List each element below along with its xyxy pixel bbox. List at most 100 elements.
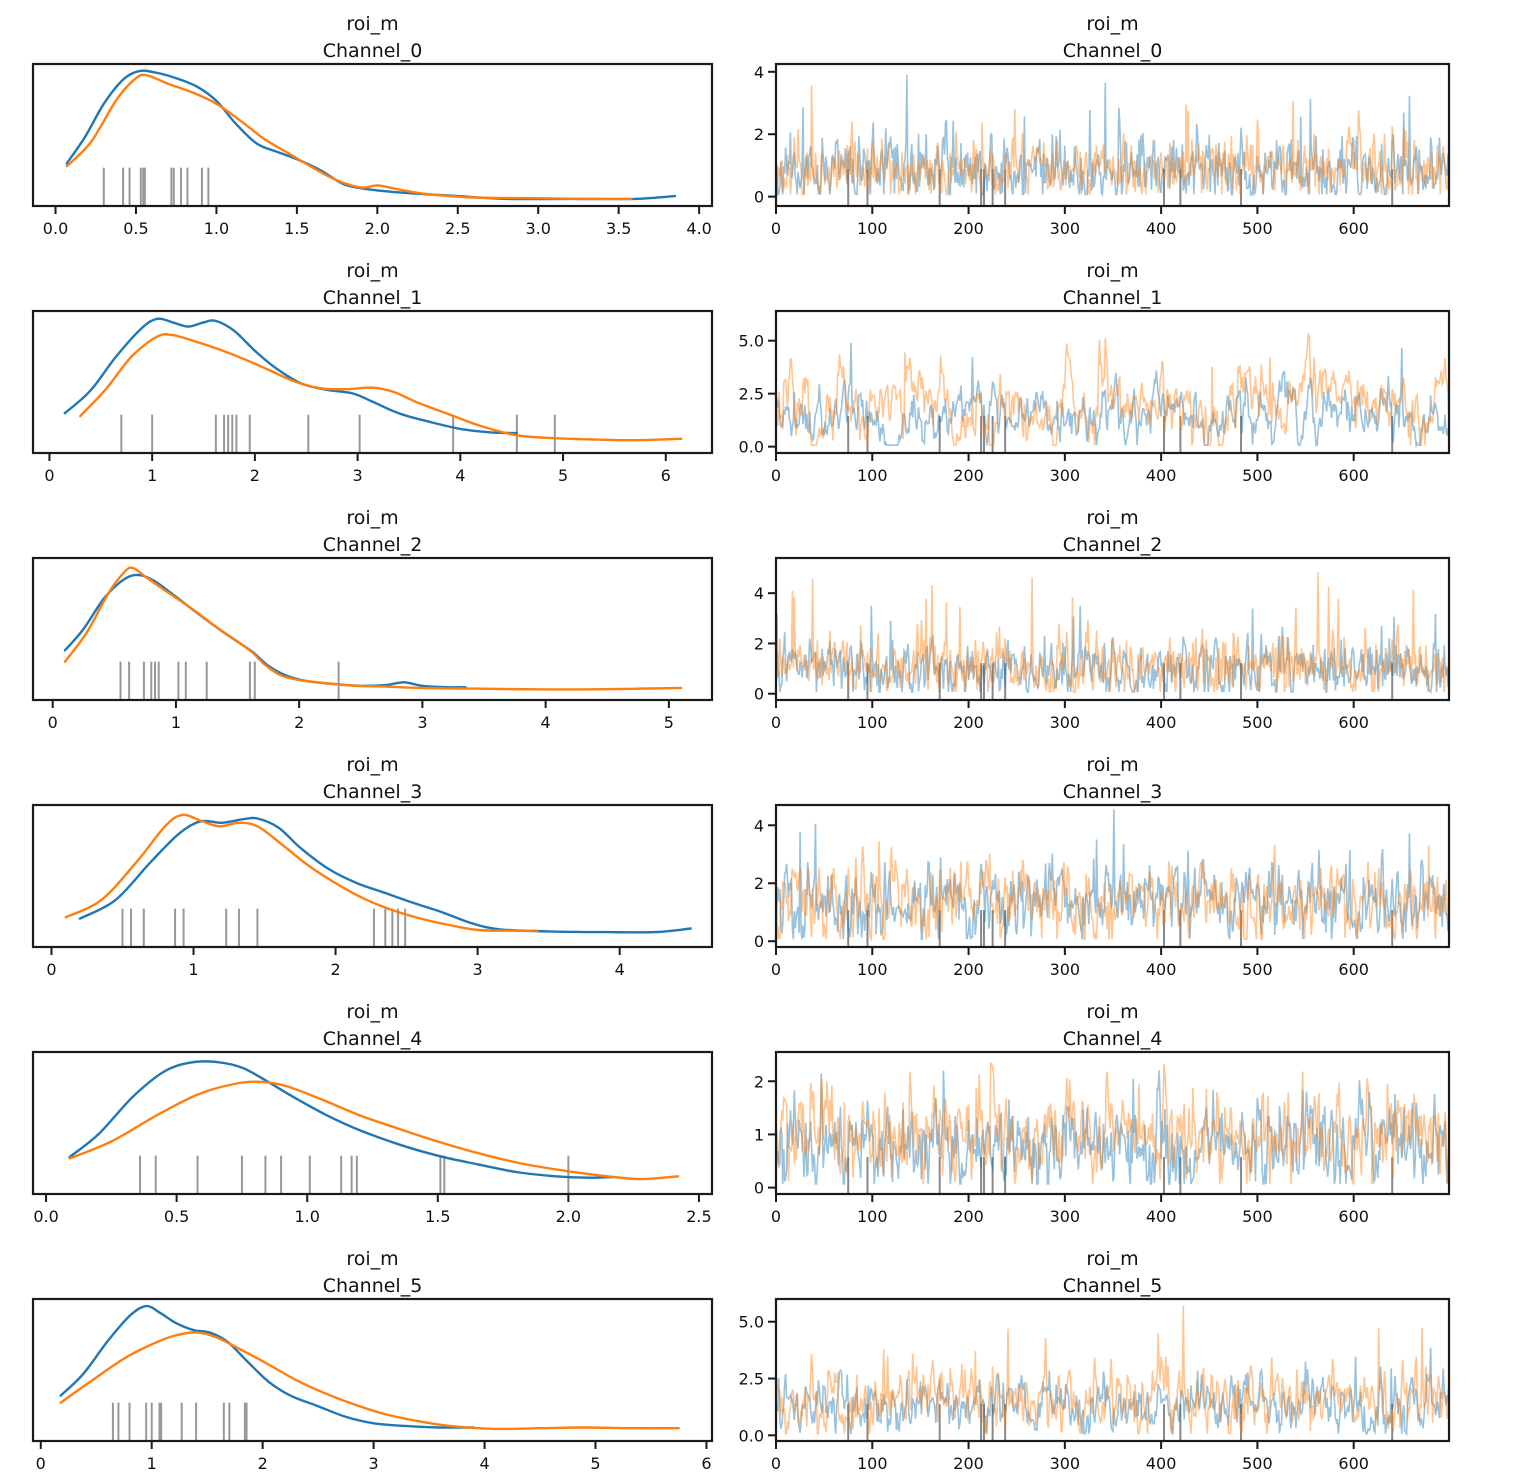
subplot-title-line2: Channel_4 [323, 1028, 423, 1050]
x-tick-label: 400 [1146, 466, 1177, 485]
plot-svg-trace-channel-0: roi_m Channel_0 0 100 200 300 400 500 600 0 2 4 [754, 13, 1451, 238]
x-tick-label: 5 [558, 466, 568, 485]
trace-orange-line [775, 1062, 1450, 1186]
x-axis-ticks: 0.0 0.5 1.0 1.5 2.0 2.5 [33, 1194, 712, 1226]
x-tick-label: 100 [857, 713, 888, 732]
x-tick-label: 200 [953, 219, 984, 238]
subplot-title-line2: Channel_2 [1063, 534, 1163, 556]
x-tick-label: 3 [417, 713, 427, 732]
y-tick-label: 4 [754, 816, 764, 835]
x-tick-label: 1.0 [294, 1207, 319, 1226]
x-tick-label: 2.0 [365, 219, 390, 238]
subplot-title-line1: roi_m [346, 507, 398, 529]
x-tick-label: 2 [250, 466, 260, 485]
y-tick-label: 0.0 [739, 1426, 764, 1445]
x-tick-label: 500 [1242, 466, 1273, 485]
plot-svg-kde-channel-2: roi_m Channel_2 0 1 2 3 4 5 [31, 507, 714, 732]
axes-spines [774, 1050, 1451, 1196]
x-tick-label: 300 [1050, 1207, 1081, 1226]
y-tick-label: 2 [754, 125, 764, 144]
plot-svg-trace-channel-4: roi_m Channel_4 0 100 200 300 400 500 600 0 1 2 [754, 1001, 1451, 1226]
axes-spines [31, 803, 714, 949]
x-tick-label: 300 [1050, 960, 1081, 979]
subplot-title-line2: Channel_2 [323, 534, 423, 556]
y-tick-label: 4 [754, 584, 764, 603]
subplot-trace-channel-1: roi_m Channel_1 0 100 200 300 400 500 600 0.0 2.5 5… [739, 247, 1514, 494]
x-tick-label: 100 [857, 1454, 888, 1473]
subplot-title-line1: roi_m [346, 260, 398, 282]
subplot-title-line1: roi_m [346, 13, 398, 35]
x-tick-label: 600 [1338, 219, 1369, 238]
x-tick-label: 100 [857, 960, 888, 979]
x-tick-label: 0 [771, 960, 781, 979]
x-tick-label: 0 [44, 466, 54, 485]
axes-spines [31, 1050, 714, 1196]
y-tick-label: 0 [754, 1179, 764, 1198]
axes-spines [31, 556, 714, 702]
subplot-title-line2: Channel_5 [1063, 1275, 1163, 1297]
subplot-trace-channel-3: roi_m Channel_3 0 100 200 300 400 500 600 0 2 4 [754, 741, 1514, 988]
event-markers [847, 663, 1394, 699]
subplot-title-line1: roi_m [1086, 1001, 1138, 1023]
x-axis-ticks: 0 100 200 300 400 500 600 [771, 700, 1369, 732]
x-tick-label: 600 [1338, 1207, 1369, 1226]
x-tick-label: 4 [541, 713, 551, 732]
x-tick-label: 3 [473, 960, 483, 979]
x-tick-label: 0 [771, 466, 781, 485]
x-tick-label: 2 [294, 713, 304, 732]
kde-blue-curve [65, 69, 677, 201]
x-tick-label: 0 [771, 713, 781, 732]
x-tick-label: 0 [46, 960, 56, 979]
subplot-kde-channel-3: roi_m Channel_3 0 1 2 3 4 [0, 741, 757, 988]
rug-marks [102, 167, 210, 205]
x-tick-label: 200 [953, 713, 984, 732]
x-tick-label: 3 [369, 1454, 379, 1473]
subplot-title-line2: Channel_1 [1063, 287, 1163, 309]
x-tick-label: 4 [479, 1454, 489, 1473]
x-tick-label: 500 [1242, 1454, 1273, 1473]
axes-spines [774, 556, 1451, 702]
x-tick-label: 0.5 [164, 1207, 189, 1226]
subplot-title-line2: Channel_0 [323, 40, 423, 62]
axes-spines [774, 1297, 1451, 1443]
x-tick-label: 100 [857, 466, 888, 485]
y-tick-label: 0 [754, 685, 764, 704]
x-tick-label: 500 [1242, 1207, 1273, 1226]
axes-spines [774, 803, 1451, 949]
x-tick-label: 6 [661, 466, 671, 485]
y-tick-label: 2 [754, 874, 764, 893]
y-tick-label: 0 [754, 188, 764, 207]
subplot-title-line2: Channel_4 [1063, 1028, 1163, 1050]
y-tick-label: 2 [754, 634, 764, 653]
rug-marks [120, 414, 556, 452]
x-axis-ticks: 0 100 200 300 400 500 600 [771, 1441, 1369, 1473]
plot-svg-kde-channel-4: roi_m Channel_4 0.0 0.5 1.0 1.5 2.0 2.5 [31, 1001, 714, 1226]
x-tick-label: 3 [353, 466, 363, 485]
event-markers [847, 416, 1394, 452]
subplot-title-line2: Channel_5 [323, 1275, 423, 1297]
x-tick-label: 4 [455, 466, 465, 485]
subplot-title-line1: roi_m [1086, 1248, 1138, 1270]
x-axis-ticks: 0 1 2 3 4 5 6 [44, 453, 671, 485]
x-tick-label: 0 [771, 1207, 781, 1226]
kde-blue-curve [68, 1060, 614, 1179]
subplot-title-line1: roi_m [346, 1248, 398, 1270]
y-tick-label: 5.0 [739, 1313, 764, 1332]
subplot-title-line2: Channel_3 [323, 781, 423, 803]
event-markers [847, 910, 1394, 946]
y-tick-label: 0 [754, 932, 764, 951]
x-tick-label: 400 [1146, 219, 1177, 238]
kde-orange-curve [68, 1080, 680, 1181]
kde-orange-curve [63, 566, 683, 691]
x-tick-label: 400 [1146, 960, 1177, 979]
x-tick-label: 600 [1338, 713, 1369, 732]
subplot-title-line2: Channel_3 [1063, 781, 1163, 803]
rug-marks [111, 1402, 248, 1440]
x-tick-label: 300 [1050, 1454, 1081, 1473]
subplot-title-line1: roi_m [1086, 507, 1138, 529]
plot-svg-kde-channel-3: roi_m Channel_3 0 1 2 3 4 [31, 754, 714, 979]
x-tick-label: 1.5 [425, 1207, 450, 1226]
x-tick-label: 600 [1338, 1454, 1369, 1473]
plot-svg-trace-channel-1: roi_m Channel_1 0 100 200 300 400 500 600 0.0 2.5 5… [739, 260, 1451, 485]
